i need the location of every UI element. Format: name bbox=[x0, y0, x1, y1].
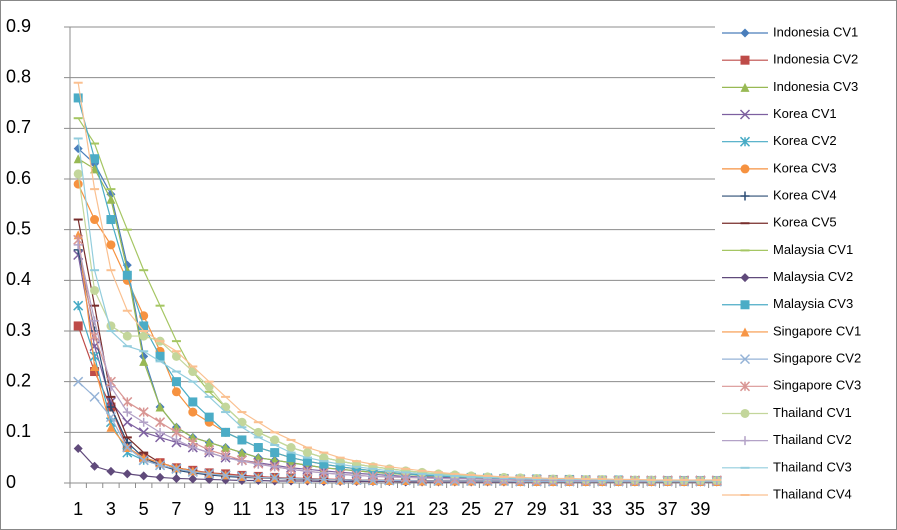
marker bbox=[237, 435, 246, 444]
marker bbox=[139, 321, 148, 330]
marker bbox=[123, 332, 132, 341]
y-tick-label: 0.5 bbox=[6, 218, 31, 238]
legend-label: Thailand CV1 bbox=[773, 405, 852, 420]
legend-label: Korea CV3 bbox=[773, 160, 837, 175]
y-tick-label: 0.1 bbox=[6, 421, 31, 441]
x-tick-label: 17 bbox=[330, 499, 350, 519]
marker bbox=[741, 300, 750, 309]
legend-label: Malaysia CV2 bbox=[773, 269, 853, 284]
marker bbox=[287, 453, 296, 462]
marker bbox=[172, 387, 181, 396]
x-tick-label: 37 bbox=[658, 499, 678, 519]
legend-label: Korea CV2 bbox=[773, 133, 837, 148]
x-tick-label: 29 bbox=[527, 499, 547, 519]
marker bbox=[303, 448, 312, 457]
y-tick-label: 0.8 bbox=[6, 66, 31, 86]
chart: 00.10.20.30.40.50.60.70.80.9135791113151… bbox=[0, 0, 897, 530]
legend-label: Malaysia CV1 bbox=[773, 242, 853, 257]
marker bbox=[106, 215, 115, 224]
marker bbox=[221, 403, 230, 412]
marker bbox=[74, 321, 83, 330]
x-tick-label: 5 bbox=[139, 499, 149, 519]
x-tick-label: 23 bbox=[428, 499, 448, 519]
x-tick-label: 11 bbox=[233, 499, 252, 519]
legend-label: Korea CV1 bbox=[773, 106, 837, 121]
legend-label: Malaysia CV3 bbox=[773, 296, 853, 311]
x-tick-label: 9 bbox=[204, 499, 214, 519]
marker bbox=[741, 409, 750, 418]
x-tick-label: 3 bbox=[106, 499, 116, 519]
marker bbox=[188, 397, 197, 406]
marker bbox=[237, 418, 246, 427]
marker bbox=[106, 240, 115, 249]
x-tick-label: 1 bbox=[73, 499, 83, 519]
legend-label: Thailand CV3 bbox=[773, 459, 852, 474]
marker bbox=[74, 169, 83, 178]
legend-label: Indonesia CV2 bbox=[773, 52, 858, 67]
marker bbox=[188, 367, 197, 376]
x-tick-label: 25 bbox=[461, 499, 481, 519]
marker bbox=[270, 448, 279, 457]
marker bbox=[254, 443, 263, 452]
legend-label: Indonesia CV1 bbox=[773, 24, 858, 39]
x-tick-label: 19 bbox=[363, 499, 383, 519]
marker bbox=[205, 382, 214, 391]
x-tick-label: 15 bbox=[297, 499, 317, 519]
marker bbox=[123, 271, 132, 280]
marker bbox=[741, 164, 750, 173]
marker bbox=[385, 464, 394, 473]
x-tick-label: 35 bbox=[625, 499, 645, 519]
legend-label: Singapore CV1 bbox=[773, 323, 861, 338]
legend-label: Korea CV5 bbox=[773, 215, 837, 230]
x-tick-label: 27 bbox=[494, 499, 514, 519]
legend-label: Indonesia CV3 bbox=[773, 79, 858, 94]
marker bbox=[90, 286, 99, 295]
marker bbox=[74, 180, 83, 189]
y-tick-label: 0.9 bbox=[6, 16, 31, 36]
y-tick-label: 0.3 bbox=[6, 320, 31, 340]
x-tick-label: 33 bbox=[592, 499, 612, 519]
y-tick-label: 0.6 bbox=[6, 168, 31, 188]
x-tick-label: 21 bbox=[396, 499, 416, 519]
legend-label: Thailand CV2 bbox=[773, 432, 852, 447]
x-tick-label: 39 bbox=[690, 499, 710, 519]
marker bbox=[90, 215, 99, 224]
x-tick-label: 7 bbox=[171, 499, 181, 519]
y-tick-label: 0.4 bbox=[6, 269, 31, 289]
x-tick-label: 13 bbox=[265, 499, 285, 519]
marker bbox=[172, 377, 181, 386]
marker bbox=[172, 352, 181, 361]
marker bbox=[188, 408, 197, 417]
y-tick-label: 0.2 bbox=[6, 370, 31, 390]
marker bbox=[221, 428, 230, 437]
legend-label: Korea CV4 bbox=[773, 187, 837, 202]
y-tick-label: 0 bbox=[6, 472, 16, 492]
y-tick-label: 0.7 bbox=[6, 117, 31, 137]
legend-label: Thailand CV4 bbox=[773, 486, 852, 501]
legend-label: Singapore CV3 bbox=[773, 378, 861, 393]
marker bbox=[90, 154, 99, 163]
x-tick-label: 31 bbox=[559, 499, 579, 519]
legend-label: Singapore CV2 bbox=[773, 351, 861, 366]
marker bbox=[205, 413, 214, 422]
marker bbox=[741, 56, 750, 65]
